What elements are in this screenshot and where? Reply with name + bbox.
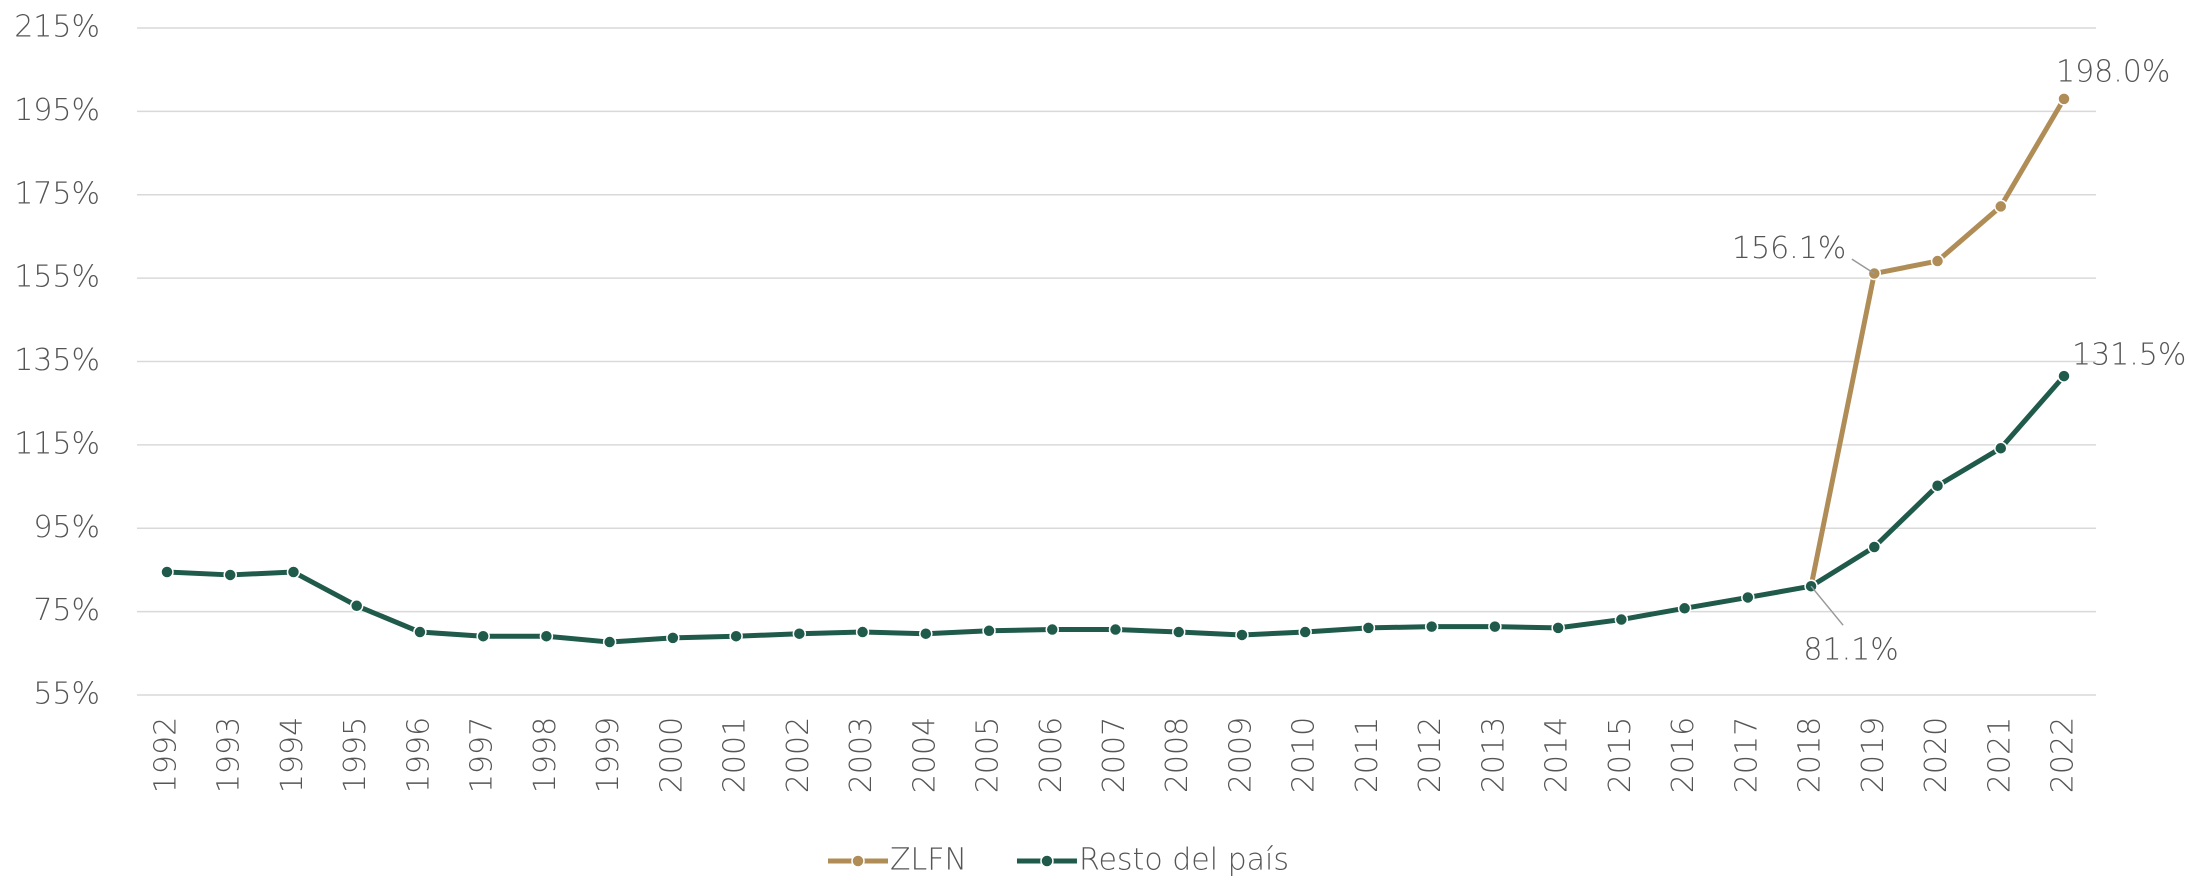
data-label: 81.1%	[1803, 633, 1898, 668]
y-tick-label: 215%	[14, 10, 100, 45]
series-point	[223, 568, 237, 582]
series-point	[855, 625, 870, 639]
x-tick-label: 2002	[781, 717, 816, 793]
data-label: 156.1%	[1732, 231, 1846, 266]
legend-marker	[1040, 854, 1054, 868]
x-tick-label: 2015	[1603, 717, 1638, 793]
series-point	[1614, 612, 1629, 627]
series-point	[539, 629, 554, 643]
series-point	[1488, 619, 1502, 634]
series-point	[729, 629, 743, 643]
y-tick-label: 195%	[14, 93, 100, 128]
x-tick-label: 1999	[591, 717, 626, 793]
x-tick-label: 2012	[1413, 717, 1448, 793]
series-point	[919, 626, 933, 641]
x-tick-label: 2003	[844, 717, 879, 793]
series-point	[1994, 199, 2008, 214]
series-point	[1298, 625, 1312, 639]
x-tick-label: 1992	[149, 717, 184, 793]
series-point	[666, 631, 680, 645]
x-tick-label: 2018	[1793, 717, 1828, 793]
series-point	[1361, 621, 1376, 635]
series-point	[2057, 92, 2071, 106]
x-tick-label: 2008	[1160, 717, 1195, 793]
legend-label: ZLFN	[890, 843, 967, 878]
x-tick-label: 1993	[212, 717, 247, 793]
series-point	[160, 565, 174, 579]
x-tick-label: 2014	[1540, 717, 1575, 793]
series-point	[1235, 628, 1249, 642]
x-tick-label: 1997	[465, 717, 500, 793]
x-tick-label: 2006	[1034, 717, 1069, 793]
series-point	[602, 635, 617, 649]
leader-line	[1851, 258, 1875, 275]
y-tick-label: 175%	[14, 176, 100, 211]
x-tick-label: 1995	[338, 717, 373, 793]
series-point	[349, 599, 364, 613]
x-tick-label: 2007	[1097, 717, 1132, 793]
series-point	[286, 565, 301, 579]
series-point	[1045, 622, 1060, 637]
x-tick-label: 2019	[1856, 717, 1891, 793]
series-point	[413, 625, 427, 639]
leader-line	[1810, 585, 1844, 626]
series-point	[1994, 441, 2008, 455]
x-tick-label: 2017	[1729, 717, 1764, 793]
x-tick-label: 2005	[971, 717, 1006, 793]
x-tick-label: 2013	[1476, 717, 1511, 793]
series-point	[1108, 622, 1123, 637]
y-tick-label: 55%	[33, 677, 100, 712]
series-point	[1741, 590, 1755, 605]
series-point	[1930, 478, 1945, 493]
series-point	[476, 629, 490, 643]
series-point	[1424, 619, 1439, 634]
x-tick-label: 2001	[718, 717, 753, 793]
x-tick-label: 1994	[275, 717, 310, 793]
data-label: 198.0%	[2056, 54, 2170, 89]
series-point	[792, 626, 807, 641]
x-tick-label: 2000	[654, 717, 689, 793]
x-tick-label: 1996	[401, 717, 436, 793]
x-tick-label: 2021	[1982, 717, 2017, 793]
series-point	[1171, 625, 1186, 639]
series-point	[1867, 540, 1882, 554]
series-point	[1677, 601, 1692, 616]
x-tick-label: 2011	[1350, 717, 1385, 793]
legend-marker	[851, 854, 865, 868]
series-point	[2057, 369, 2071, 383]
data-label: 131.5%	[2072, 338, 2186, 373]
y-tick-label: 155%	[14, 260, 100, 295]
series-point	[1551, 621, 1565, 635]
series-line	[1808, 97, 2067, 587]
x-tick-label: 2009	[1223, 717, 1258, 793]
y-tick-label: 115%	[14, 426, 100, 461]
y-tick-label: 75%	[33, 593, 100, 628]
series-line	[166, 374, 2066, 645]
x-tick-label: 2004	[907, 717, 942, 793]
x-tick-label: 2016	[1666, 717, 1701, 793]
legend-label: Resto del país	[1079, 843, 1289, 878]
y-tick-label: 135%	[14, 343, 100, 378]
x-tick-label: 2010	[1287, 717, 1322, 793]
y-tick-label: 95%	[33, 510, 100, 545]
x-tick-label: 1998	[528, 717, 563, 793]
x-tick-label: 2022	[2046, 717, 2081, 793]
series-point	[1930, 254, 1945, 268]
series-point	[982, 624, 996, 638]
x-tick-label: 2020	[1919, 717, 1954, 793]
